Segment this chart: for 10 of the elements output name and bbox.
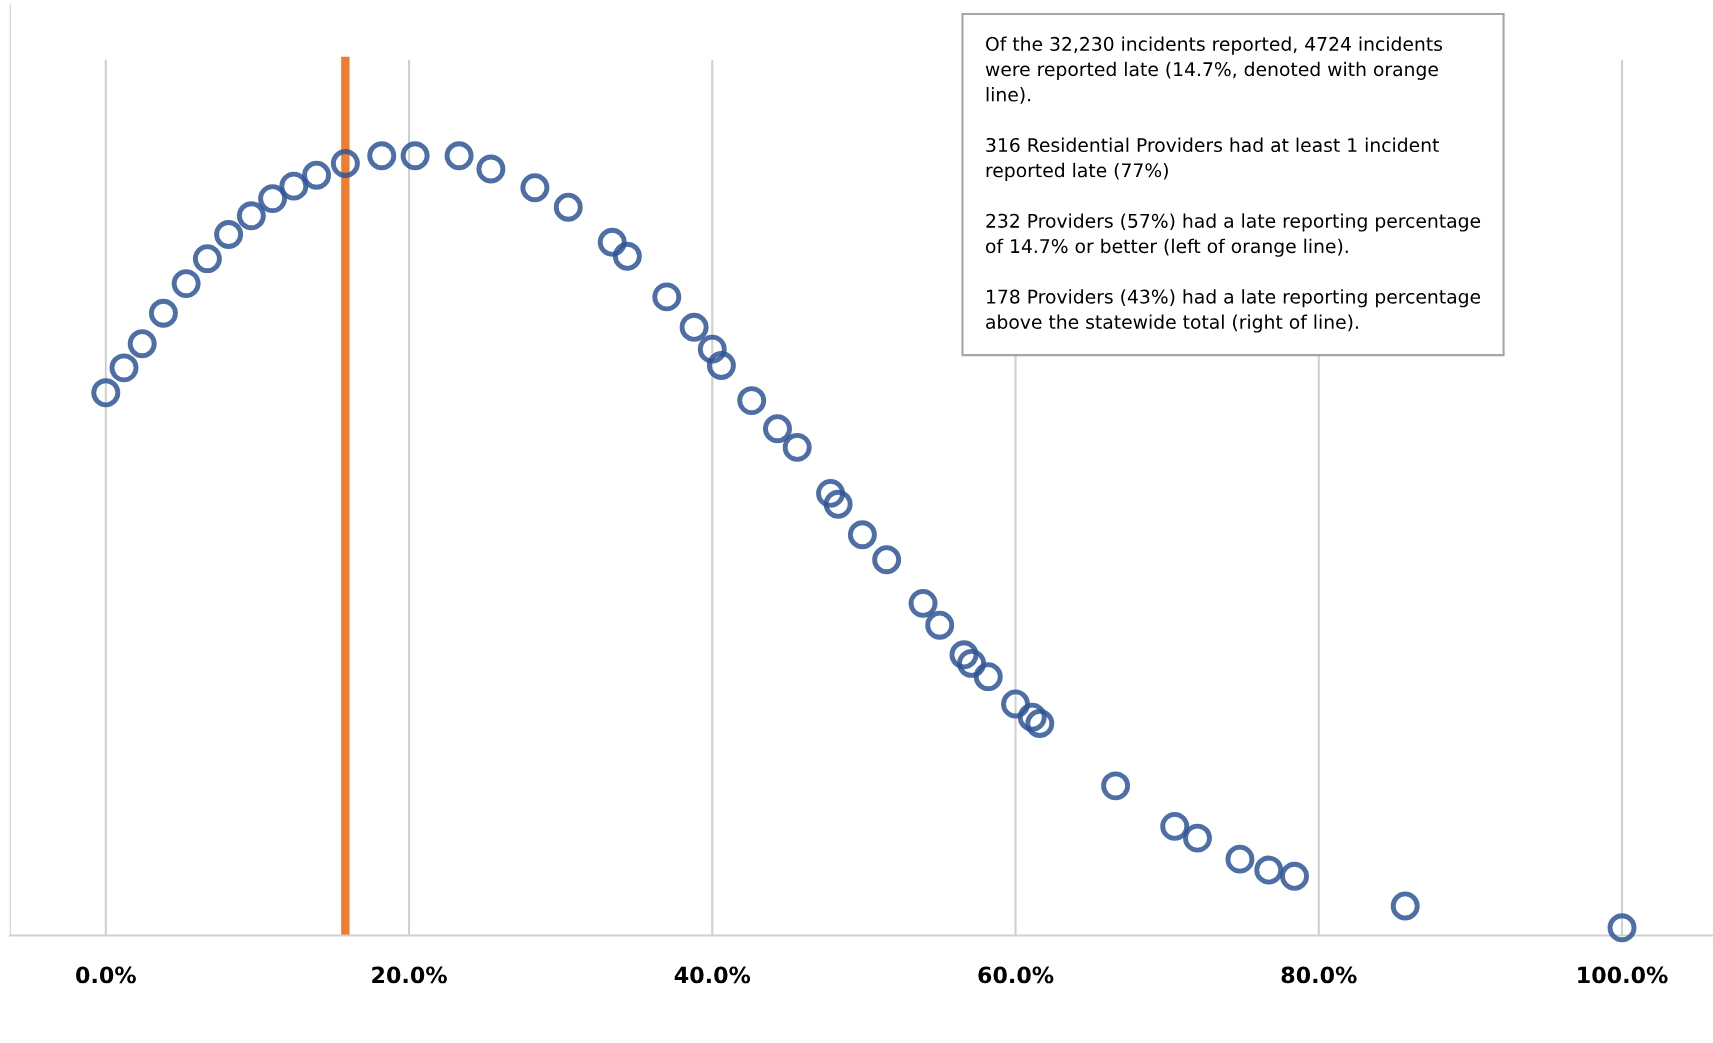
x-tick-label: 20.0% xyxy=(372,966,447,984)
x-tick-label: 80.0% xyxy=(1281,966,1357,984)
x-tick-label: 40.0% xyxy=(674,966,751,984)
annotation: 316 Residential Providers had at least 1 incident reported late (77%) xyxy=(986,137,1439,181)
text: Of the 32,230 incidents reported, 4724 incidents were reported late (14.7%, denoted with orange line). xyxy=(985,36,1443,104)
annotation: 178 Providers (43%) had a late reporting percentage above the statewide total (right of line). xyxy=(986,289,1481,333)
x-tick-label: 0.0% xyxy=(76,966,136,984)
x-tick-label: 100.0% xyxy=(1578,966,1668,984)
annotation: 232 Providers (57%) had a late reporting percentage of 14.7% or better (left of orange line). xyxy=(986,213,1481,257)
x-tick-label: 60.0% xyxy=(978,966,1054,984)
